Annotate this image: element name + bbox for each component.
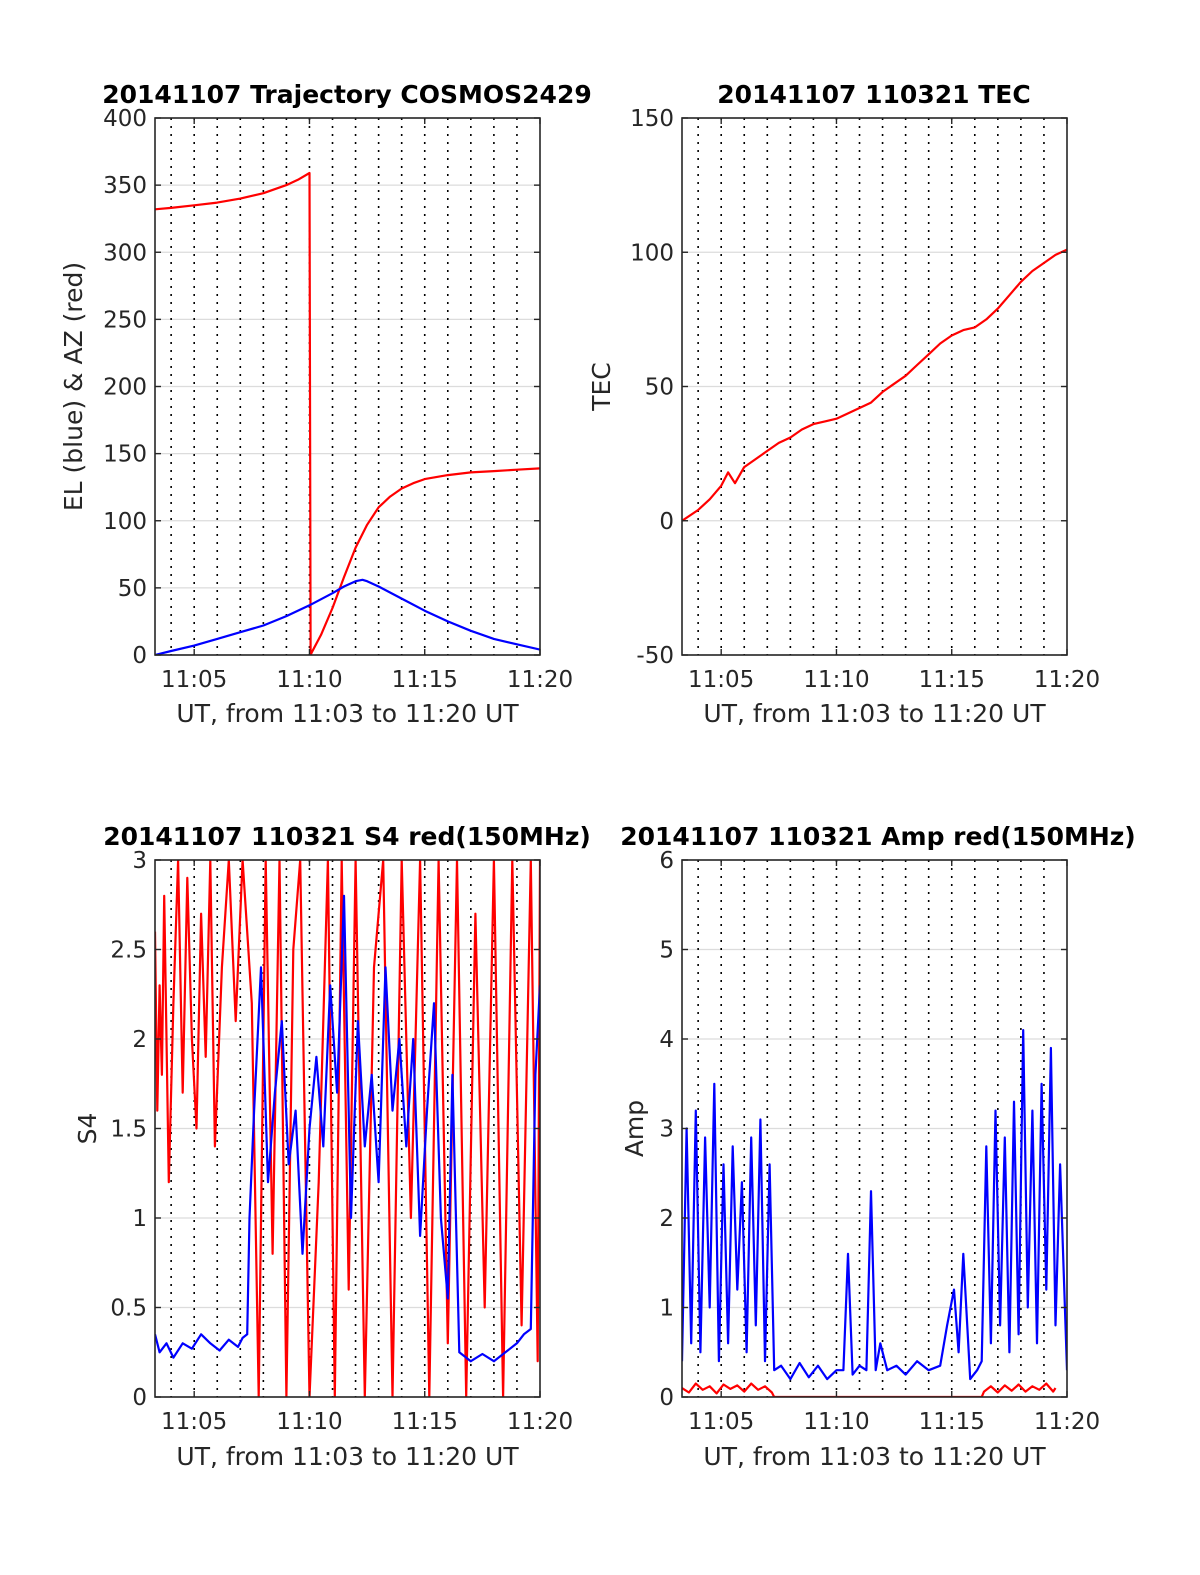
x-tick-label: 11:10	[803, 667, 869, 693]
y-tick-label: 50	[118, 576, 147, 602]
chart-title: 20141107 110321 S4 red(150MHz)	[103, 822, 591, 851]
panel-tec: 20141107 110321 TEC UT, from 11:03 to 11…	[587, 80, 1100, 728]
x-axis-label: UT, from 11:03 to 11:20 UT	[176, 1442, 519, 1471]
y-tick-label: 6	[659, 848, 674, 874]
y-tick-label: 3	[132, 848, 147, 874]
y-tick-label: 0	[659, 509, 674, 535]
x-tick-label: 11:20	[1034, 667, 1100, 693]
chart-title: 20141107 110321 Amp red(150MHz)	[620, 822, 1136, 851]
y-tick-label: 200	[103, 375, 147, 401]
x-tick-label: 11:20	[507, 667, 573, 693]
y-tick-label: 0	[659, 1385, 674, 1411]
y-tick-label: 4	[659, 1027, 674, 1053]
chart-title: 20141107 Trajectory COSMOS2429	[102, 80, 592, 109]
y-tick-label: 2	[659, 1206, 674, 1232]
y-tick-label: 100	[103, 509, 147, 535]
y-axis-label: S4	[73, 1113, 102, 1145]
series-line-0	[155, 171, 540, 655]
y-tick-label: 2	[132, 1027, 147, 1053]
y-tick-label: 150	[103, 442, 147, 468]
chart-title: 20141107 110321 TEC	[717, 80, 1030, 109]
series-line-0	[682, 1382, 1057, 1397]
y-tick-label: 0	[132, 643, 147, 669]
series-line-1	[155, 894, 540, 1363]
x-tick-label: 11:15	[919, 1409, 985, 1435]
x-axis-label: UT, from 11:03 to 11:20 UT	[703, 1442, 1046, 1471]
y-tick-label: 1	[659, 1296, 674, 1322]
x-tick-label: 11:05	[688, 667, 754, 693]
y-tick-label: 1.5	[110, 1117, 147, 1143]
y-tick-label: 2.5	[110, 938, 147, 964]
y-tick-label: 0	[132, 1385, 147, 1411]
y-tick-label: 250	[103, 307, 147, 333]
y-tick-label: 100	[630, 240, 674, 266]
x-tick-label: 11:05	[161, 667, 227, 693]
y-axis-label: EL (blue) & AZ (red)	[59, 262, 88, 511]
x-tick-label: 11:10	[803, 1409, 869, 1435]
series-group	[155, 171, 540, 655]
y-tick-label: 5	[659, 938, 674, 964]
series-line-1	[682, 1028, 1067, 1381]
y-axis-label: Amp	[620, 1100, 649, 1157]
y-tick-label: 150	[630, 106, 674, 132]
x-tick-label: 11:10	[276, 667, 342, 693]
x-tick-label: 11:05	[688, 1409, 754, 1435]
x-axis-label: UT, from 11:03 to 11:20 UT	[176, 699, 519, 728]
y-tick-label: 0.5	[110, 1296, 147, 1322]
series-group	[682, 248, 1067, 522]
y-axis-label: TEC	[587, 362, 616, 412]
panel-trajectory: 20141107 Trajectory COSMOS2429 UT, from …	[59, 80, 592, 728]
panel-amp: 20141107 110321 Amp red(150MHz) UT, from…	[620, 822, 1136, 1471]
x-tick-label: 11:05	[161, 1409, 227, 1435]
y-tick-label: 400	[103, 106, 147, 132]
x-tick-label: 11:10	[276, 1409, 342, 1435]
panel-s4: 20141107 110321 S4 red(150MHz) UT, from …	[73, 822, 591, 1471]
x-tick-label: 11:20	[1034, 1409, 1100, 1435]
y-tick-label: 350	[103, 173, 147, 199]
y-tick-label: 1	[132, 1206, 147, 1232]
x-tick-label: 11:15	[919, 667, 985, 693]
series-line-0	[682, 248, 1067, 522]
x-tick-label: 11:15	[392, 1409, 458, 1435]
y-tick-label: 3	[659, 1117, 674, 1143]
y-tick-label: 50	[645, 375, 674, 401]
series-group	[682, 1028, 1067, 1397]
series-line-0	[155, 860, 540, 1397]
x-tick-label: 11:20	[507, 1409, 573, 1435]
x-axis-label: UT, from 11:03 to 11:20 UT	[703, 699, 1046, 728]
y-tick-label: 300	[103, 240, 147, 266]
series-group	[155, 860, 540, 1397]
y-tick-label: -50	[636, 643, 674, 669]
series-line-1	[155, 578, 540, 655]
x-tick-label: 11:15	[392, 667, 458, 693]
